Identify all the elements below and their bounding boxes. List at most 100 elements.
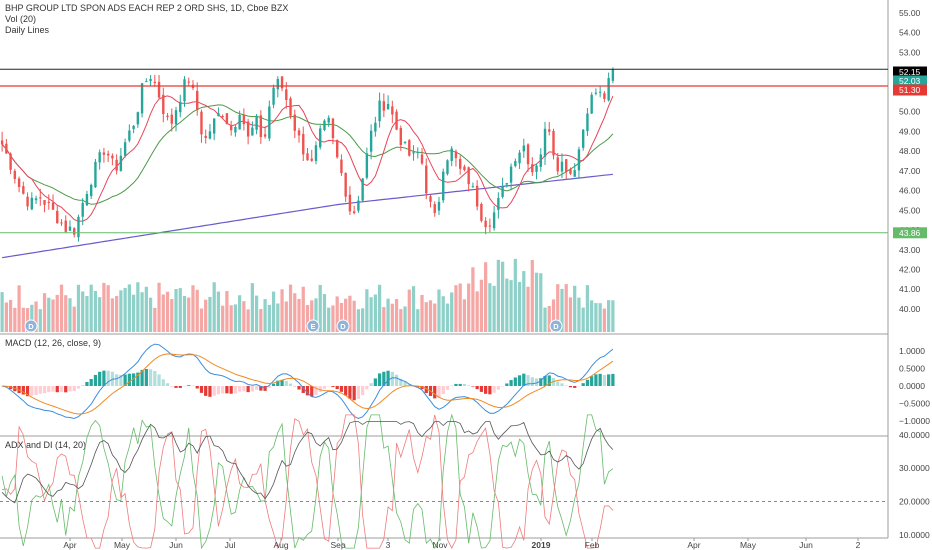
macd-histogram-bar (348, 386, 352, 399)
volume-bar (212, 282, 216, 332)
volume-bar (102, 282, 106, 332)
candle-body (598, 91, 602, 93)
macd-histogram-bar (165, 383, 170, 386)
candle-body (361, 178, 364, 201)
volume-bar (339, 302, 344, 332)
volume-bar (517, 281, 522, 332)
candle-body (416, 152, 419, 154)
candle-body (302, 133, 305, 155)
volume-bar (441, 296, 445, 332)
volume-bar (140, 292, 144, 332)
candle-body (102, 152, 106, 155)
candle-body (560, 161, 564, 172)
volume-bar (55, 294, 59, 332)
volume-bar (534, 272, 539, 332)
candle-body (590, 94, 593, 114)
volume-bar (416, 309, 420, 332)
volume-bar (148, 297, 153, 332)
volume-bar (305, 305, 310, 332)
macd-histogram-bar (17, 386, 21, 394)
candle-body (149, 78, 152, 82)
candle-body (492, 212, 496, 229)
macd-histogram-bar (556, 381, 560, 386)
volume-bar (72, 306, 76, 332)
macd-histogram-bar (492, 386, 496, 393)
price-tick-label: 47.00 (899, 166, 921, 176)
volume-bar (110, 298, 115, 332)
volume-bar (182, 295, 187, 332)
macd-histogram-bar (475, 386, 479, 390)
macd-tick-label: 1.0000 (899, 346, 925, 356)
macd-histogram-bar (233, 386, 238, 394)
volume-bar (280, 289, 284, 332)
macd-histogram-bar (38, 386, 42, 394)
time-tick-label: Jun (799, 540, 813, 550)
macd-histogram-bar (462, 384, 467, 386)
candle-body (518, 152, 521, 164)
volume-bar (361, 308, 365, 332)
candle-body (251, 127, 254, 136)
macd-histogram-bar (68, 386, 72, 392)
macd-histogram-bar (547, 375, 551, 386)
macd-histogram-bar (611, 373, 615, 386)
macd-histogram-bar (293, 386, 297, 387)
event-marker-label: D (28, 322, 34, 331)
volume-bar (310, 300, 314, 332)
candle-body (458, 158, 462, 169)
chart-title: BHP GROUP LTD SPON ADS EACH REP 2 ORD SH… (5, 3, 289, 13)
time-tick-label: May (114, 540, 131, 550)
macd-histogram-bar (123, 374, 127, 386)
macd-histogram-bar (445, 386, 450, 390)
adx-title: ADX and DI (14, 20) (5, 440, 86, 450)
candle-body (314, 145, 318, 161)
volume-bar (259, 309, 263, 332)
volume-bar (51, 299, 55, 332)
macd-histogram-bar (153, 370, 157, 386)
candle-body (450, 148, 453, 161)
volume-bar (98, 297, 102, 332)
candle-body (136, 112, 140, 125)
di-plus-line (1, 413, 614, 550)
volume-bar (352, 300, 356, 332)
candle-body (611, 69, 615, 81)
time-tick-label: 2019 (532, 540, 551, 550)
macd-histogram-bar (280, 379, 284, 386)
volume-bar (144, 286, 148, 332)
macd-histogram-bar (208, 386, 212, 397)
volume-bar (157, 282, 161, 332)
candle-body (323, 120, 326, 130)
volume-bar (471, 267, 475, 332)
macd-histogram-bar (573, 386, 577, 388)
candle-body (425, 165, 428, 194)
macd-histogram-bar (225, 386, 229, 394)
price-tick-label: 42.00 (899, 264, 921, 274)
macd-histogram-bar (47, 386, 51, 393)
volume-bar (195, 289, 199, 332)
candle-body (386, 103, 390, 110)
candle-body (106, 153, 110, 156)
last-price-label: 52.15 (899, 67, 921, 77)
macd-histogram-bar (581, 383, 585, 386)
current-price-label: 52.03 (899, 76, 921, 86)
event-marker (24, 319, 38, 333)
volume-bar (458, 283, 462, 332)
candle-body (565, 159, 568, 172)
volume-bar (25, 308, 30, 332)
volume-bar (254, 295, 259, 332)
macd-histogram-bar (585, 379, 590, 386)
ma-slow-line (2, 173, 613, 259)
macd-histogram-bar (55, 386, 59, 393)
macd-line (1, 343, 614, 420)
macd-histogram-bar (305, 386, 310, 396)
volume-bar (233, 304, 238, 332)
macd-histogram-bar (93, 374, 98, 386)
macd-histogram-bar (8, 386, 13, 390)
volume-bar (344, 298, 348, 332)
macd-histogram-bar (467, 385, 471, 386)
candle-body (208, 131, 212, 139)
candle-body (132, 125, 135, 130)
candle-body (140, 83, 144, 114)
candle-body (403, 141, 407, 143)
price-tick-label: 49.00 (899, 126, 921, 136)
